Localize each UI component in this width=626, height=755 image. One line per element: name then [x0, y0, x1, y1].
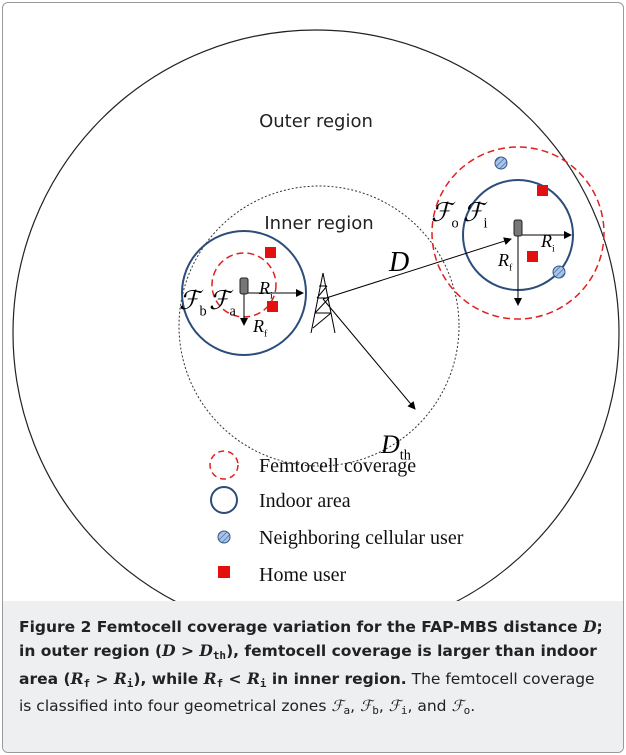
caption-run: > — [175, 642, 200, 660]
caption-run: , — [378, 697, 389, 715]
caption-run: Figure 2 — [19, 618, 92, 636]
caption-run: D — [162, 641, 176, 660]
symbol: ℱi — [463, 198, 488, 232]
caption-run: . — [470, 697, 476, 715]
symbol-sub: f — [264, 329, 268, 340]
caption-run: o — [463, 704, 471, 717]
symbol-main: D — [380, 430, 400, 459]
caption-run: > — [90, 670, 114, 688]
caption-run: ℱ — [331, 697, 344, 715]
caption-run: b — [372, 704, 379, 717]
caption-run: ; in outer region ( — [19, 618, 603, 660]
home-user — [527, 251, 538, 262]
symbol-sub: a — [229, 304, 236, 320]
legend-label: Indoor area — [259, 490, 351, 512]
symbol: Ri — [540, 231, 555, 255]
caption-run: D — [199, 641, 213, 660]
caption-run: th — [212, 649, 227, 662]
symbol-sub: f — [509, 263, 513, 274]
caption-run: , — [350, 697, 360, 715]
caption-run: ℱ — [360, 697, 373, 715]
caption-run: f — [83, 677, 91, 690]
caption-run: i — [259, 677, 267, 690]
outer-circle — [12, 29, 620, 603]
symbol: D — [388, 247, 409, 278]
home-user — [537, 185, 548, 196]
caption: Figure 2 Femtocell coverage variation fo… — [3, 601, 623, 752]
fap — [239, 219, 523, 295]
legend-user — [217, 530, 231, 544]
caption-run: < — [223, 670, 247, 688]
symbol: ℱb — [179, 286, 207, 320]
symbol-sub: o — [451, 216, 458, 232]
inner-circle — [178, 185, 460, 467]
caption-run: Femtocell coverage variation for the FAP… — [91, 618, 584, 636]
arrows — [240, 231, 572, 410]
symbol-sub: i — [270, 291, 273, 302]
symbol-sub: th — [400, 448, 411, 464]
caption-run: f — [216, 677, 224, 690]
caption-run: D — [583, 617, 597, 636]
cellular-user — [552, 265, 566, 279]
symbol-main: D — [388, 247, 409, 278]
symbol: Dth — [380, 430, 411, 464]
symbol: Rf — [497, 250, 513, 274]
symbol: Ri — [258, 278, 273, 302]
symbol: ℱo — [431, 198, 459, 232]
symbol-main: R — [258, 278, 270, 298]
symbol-main: R — [497, 250, 509, 270]
symbol: ℱa — [209, 286, 236, 320]
indoor-area — [181, 230, 307, 356]
caption-run: The femtocell coverage is classified int… — [19, 670, 595, 715]
legend-label: Home user — [259, 564, 347, 586]
caption-run: ℱ — [451, 697, 464, 715]
legend-home — [218, 566, 230, 578]
caption-run: i — [400, 704, 408, 717]
region-label: Inner region — [264, 213, 373, 234]
caption-run: ℱ — [388, 697, 401, 715]
caption-run: ), while — [133, 670, 204, 688]
caption-run: R — [203, 669, 217, 688]
symbol-main: R — [252, 316, 264, 336]
region-label: Outer region — [259, 111, 373, 132]
legend-label: Neighboring cellular user — [259, 527, 464, 549]
symbol: Rf — [252, 316, 268, 340]
caption-run: R — [113, 669, 127, 688]
cellular-user — [494, 156, 508, 170]
home-user — [265, 247, 276, 258]
femto-coverage — [431, 146, 605, 320]
symbol-sub: i — [552, 244, 555, 255]
caption-run: ), femtocell coverage is larger than ind… — [19, 642, 597, 688]
symbol-sub: i — [483, 216, 487, 232]
symbol-sub: b — [199, 304, 206, 320]
caption-run: R — [70, 669, 84, 688]
legend-label: Femtocell coverage — [259, 455, 416, 477]
legend-femto — [209, 450, 239, 480]
caption-run: a — [343, 704, 351, 717]
tower — [310, 272, 336, 334]
caption-run: R — [246, 669, 260, 688]
caption-run: , and — [407, 697, 452, 715]
home-user — [267, 301, 278, 312]
legend-indoor — [210, 486, 238, 514]
symbol-main: R — [540, 231, 552, 251]
caption-run: i — [126, 677, 134, 690]
caption-run: in inner region. — [266, 670, 407, 688]
